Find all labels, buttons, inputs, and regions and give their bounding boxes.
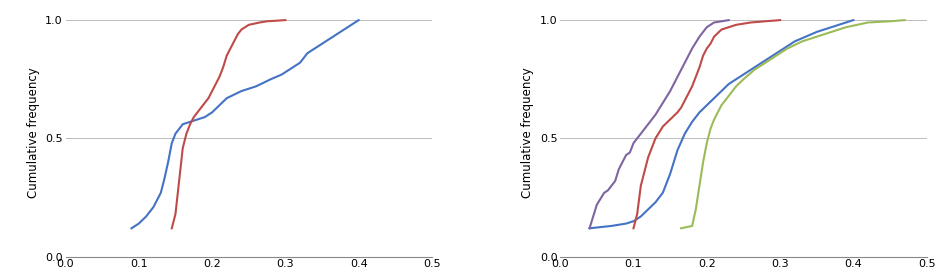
Y-axis label: Cumulative frequency: Cumulative frequency <box>26 67 39 198</box>
Y-axis label: Cumulative frequency: Cumulative frequency <box>521 67 534 198</box>
